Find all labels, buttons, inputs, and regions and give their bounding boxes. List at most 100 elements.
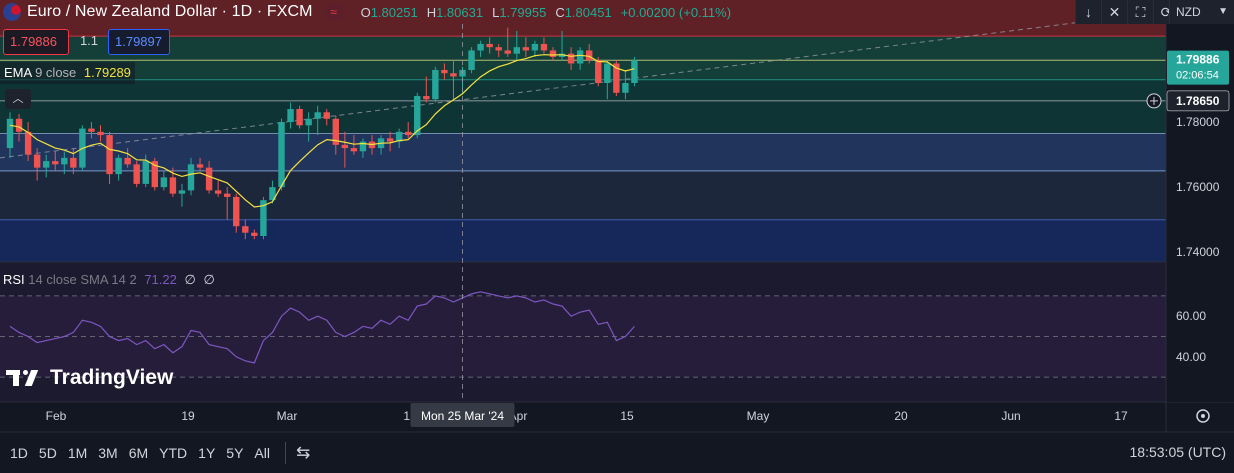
trend-line: [0, 10, 1167, 159]
candle-body: [278, 122, 285, 188]
candle-body: [124, 157, 131, 165]
price-zone: [0, 219, 1166, 262]
time-tick-label: Mar: [277, 409, 298, 423]
rsi-tick-label: 60.00: [1176, 309, 1206, 323]
candle-body: [43, 161, 50, 168]
settings-gear-center: [1201, 414, 1205, 418]
ohlc-open: 1.80251: [370, 4, 418, 20]
candle-body: [178, 190, 186, 194]
settings-gear-icon[interactable]: [1196, 409, 1210, 423]
ema-line: [9, 54, 635, 208]
eur-nzd-flag-icon: [3, 3, 21, 21]
symbol-title[interactable]: Euro / New Zealand Dollar · 1D · FXCM: [27, 3, 313, 20]
candle-body: [33, 154, 41, 168]
ema-legend-value: 1.79289: [83, 65, 131, 80]
last-price-label: 1.79886: [1176, 53, 1220, 67]
countdown-label: 02:06:54: [1176, 70, 1219, 82]
time-axis[interactable]: [0, 402, 1234, 432]
bottom-toolbar: 1D 5D 1M 3M 6M YTD 1Y 5Y All ⇆ 18:53:05 …: [0, 432, 1234, 473]
candle-body: [450, 73, 457, 77]
candle-body: [233, 196, 240, 227]
candle-body: [70, 157, 77, 168]
timeframe-1y[interactable]: 1Y: [198, 444, 216, 461]
candle-body: [287, 109, 294, 123]
candle-body: [549, 50, 557, 57]
rsi-legend[interactable]: RSI 14 close SMA 14 2 71.22 ∅ ∅: [0, 271, 218, 289]
candle-body: [468, 50, 475, 70]
utc-clock[interactable]: 18:53:05 (UTC): [1129, 444, 1226, 460]
candle-body: [214, 190, 222, 194]
time-tick-label: 19: [181, 409, 195, 423]
candle-body: [224, 193, 231, 197]
price-tick-label: 1.74000: [1176, 245, 1220, 259]
time-tick-label: Jun: [1001, 409, 1020, 423]
candle-body: [269, 187, 276, 201]
last-price-tag[interactable]: [1167, 50, 1229, 85]
crosshair-price-tag: [1166, 90, 1230, 112]
collapse-legend-button[interactable]: ︿: [5, 89, 31, 109]
candle-body: [24, 131, 32, 155]
timeframe-3m[interactable]: 3M: [98, 444, 118, 461]
candle-body: [531, 43, 539, 51]
timeframe-1d[interactable]: 1D: [10, 444, 28, 461]
price-tick-label: 1.76000: [1176, 180, 1220, 194]
candle-body: [567, 53, 575, 64]
timeframe-all[interactable]: All: [254, 444, 270, 461]
time-tick-label: 20: [894, 409, 908, 423]
candle-body: [88, 128, 95, 132]
price-zone: [0, 0, 1166, 37]
candle-body: [142, 161, 149, 184]
time-tick-label: May: [747, 409, 770, 423]
candle-body: [160, 177, 168, 188]
ohlc-high-label: H: [426, 4, 437, 20]
candle-body: [359, 141, 367, 152]
currency-value: NZD: [1176, 5, 1201, 19]
rsi-band: [0, 295, 1166, 378]
buy-price-button[interactable]: 1.79897: [108, 29, 170, 55]
timeframe-6m[interactable]: 6M: [128, 444, 149, 461]
fullscreen-icon[interactable]: ⛶: [1127, 0, 1153, 24]
candle-body: [495, 47, 502, 51]
ohlc-high: 1.80631: [436, 4, 484, 20]
timeframe-1m[interactable]: 1M: [67, 444, 88, 461]
timeframe-5y[interactable]: 5Y: [226, 444, 244, 461]
rsi-legend-name: RSI: [3, 272, 25, 287]
currency-select[interactable]: NZD ▼: [1169, 0, 1234, 24]
price-tick-label: 1.78000: [1176, 115, 1220, 129]
candle-body: [350, 148, 358, 152]
candle-body: [486, 43, 493, 48]
candle-body: [613, 63, 620, 93]
timeframe-5d[interactable]: 5D: [38, 444, 57, 461]
tradingview-wordmark: TradingView: [50, 366, 174, 389]
candle-body: [242, 226, 249, 233]
chevron-down-icon: ▼: [1218, 6, 1228, 17]
candle-body: [604, 63, 611, 83]
candle-body: [405, 131, 412, 136]
close-icon[interactable]: ✕: [1101, 0, 1127, 24]
timeframe-ytd[interactable]: YTD: [159, 444, 188, 461]
candle-body: [423, 96, 430, 100]
ohlc-close: 1.80451: [564, 4, 612, 20]
sell-price-button[interactable]: 1.79886: [3, 29, 69, 55]
candle-body: [115, 157, 122, 175]
chart-top-controls: ↓ ✕ ⛶ ⟳: [1075, 0, 1179, 24]
symbol-header[interactable]: Euro / New Zealand Dollar · 1D · FXCM ≈ …: [0, 0, 731, 24]
candle-body: [386, 138, 394, 142]
ohlc-open-label: O: [360, 4, 371, 20]
arrow-down-icon[interactable]: ↓: [1075, 0, 1101, 24]
rsi-legend-value: 71.22: [144, 272, 177, 287]
date-range-icon[interactable]: ⇆: [295, 442, 311, 462]
candle-body: [6, 118, 14, 149]
price-zone: [0, 133, 1166, 171]
ema-legend[interactable]: EMA 9 close 1.79289: [0, 62, 135, 84]
candle-body: [323, 112, 330, 119]
candle-body: [504, 50, 511, 54]
rsi-line: [9, 291, 635, 364]
crosshair-price-label: 1.78650: [1176, 94, 1220, 108]
market-status-icon[interactable]: ≈: [324, 3, 343, 21]
candle-body: [97, 131, 104, 136]
ohlc-low-label: L: [492, 4, 500, 20]
candle-body: [133, 164, 140, 184]
